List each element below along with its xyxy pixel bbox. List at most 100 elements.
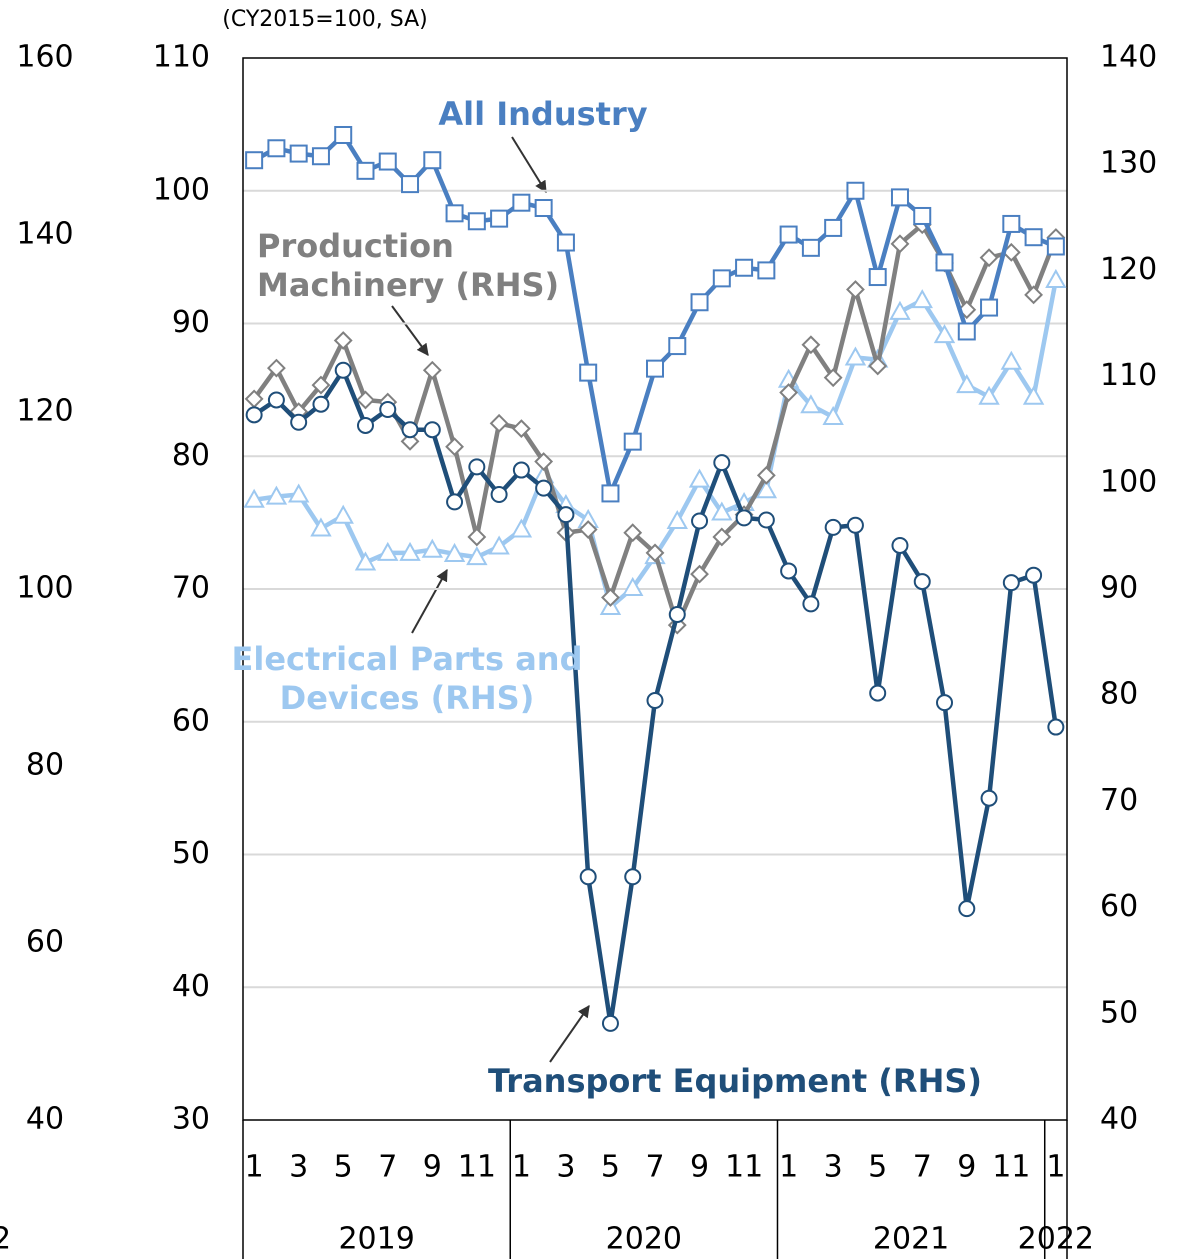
marker xyxy=(980,789,998,807)
x-tick-label: 7 xyxy=(378,1150,397,1185)
marker xyxy=(310,517,332,537)
marker xyxy=(891,536,909,554)
marker xyxy=(356,416,374,434)
y3-tick-label: 80 xyxy=(26,748,64,783)
series-label: Production xyxy=(257,227,454,265)
marker xyxy=(688,468,711,488)
marker xyxy=(957,322,976,341)
marker xyxy=(711,501,733,521)
y2-tick-label: 80 xyxy=(1100,677,1138,712)
annotations xyxy=(391,136,590,1063)
marker xyxy=(467,527,487,547)
marker xyxy=(266,358,286,378)
plot-frame xyxy=(242,57,1068,1121)
y2-tick-label: 50 xyxy=(1100,995,1138,1030)
marker xyxy=(846,516,864,534)
series-label: Transport Equipment (RHS) xyxy=(488,1062,982,1100)
marker xyxy=(400,431,420,451)
marker xyxy=(801,238,820,257)
marker xyxy=(933,324,956,344)
marker xyxy=(267,139,286,158)
year-label: 2022 xyxy=(1018,1222,1094,1257)
marker xyxy=(1024,285,1044,305)
marker xyxy=(868,268,887,287)
marker xyxy=(290,413,308,431)
marker xyxy=(1002,574,1020,592)
y2-tick-label: 110 xyxy=(1100,358,1157,393)
marker xyxy=(601,588,620,607)
marker xyxy=(824,218,843,237)
y-tick-label: 90 xyxy=(172,305,210,340)
y2-tick-label: 70 xyxy=(1100,783,1138,818)
marker xyxy=(779,225,798,244)
arrow xyxy=(511,136,547,194)
x-tick-label: 9 xyxy=(423,1150,442,1185)
marker xyxy=(287,483,310,503)
marker xyxy=(488,535,510,555)
x-tick-label: 11 xyxy=(458,1150,496,1185)
marker xyxy=(512,461,530,479)
marker xyxy=(422,360,442,380)
marker xyxy=(958,900,976,918)
marker xyxy=(379,401,397,419)
marker xyxy=(423,421,441,439)
series-label: Devices (RHS) xyxy=(280,679,535,717)
marker xyxy=(756,465,776,485)
marker xyxy=(757,511,775,529)
marker xyxy=(801,335,821,355)
x-tick-label: 1 xyxy=(245,1150,264,1185)
year-label: 2020 xyxy=(606,1222,682,1257)
marker xyxy=(510,518,533,538)
marker xyxy=(578,520,598,539)
x-tick-label: 5 xyxy=(868,1150,887,1185)
marker xyxy=(622,576,644,596)
marker xyxy=(401,175,420,194)
y3-tick-label: 140 xyxy=(16,217,73,252)
y-tick-label: 110 xyxy=(153,40,210,75)
y-tick-label: 40 xyxy=(172,969,210,1004)
marker xyxy=(378,152,397,171)
marker xyxy=(823,368,843,388)
marker xyxy=(712,527,732,547)
marker xyxy=(534,199,553,218)
marker xyxy=(822,405,844,425)
y2-tick-label: 140 xyxy=(1100,40,1157,75)
marker xyxy=(446,493,464,511)
marker xyxy=(779,383,799,402)
x-tick-label: 11 xyxy=(725,1150,763,1185)
marker xyxy=(1046,237,1065,256)
marker xyxy=(354,551,377,571)
marker xyxy=(844,346,867,366)
y2-tick-label: 100 xyxy=(1100,464,1157,499)
marker xyxy=(557,506,575,524)
arrow xyxy=(549,1005,590,1063)
arrow xyxy=(391,305,429,356)
y2-tick-label: 60 xyxy=(1100,889,1138,924)
marker xyxy=(490,209,509,228)
clipped-label: 2 xyxy=(0,1222,11,1257)
marker xyxy=(890,188,909,207)
marker xyxy=(713,454,731,472)
x-tick-label: 1 xyxy=(1046,1150,1065,1185)
x-tick-label: 3 xyxy=(289,1150,308,1185)
x-tick-label: 7 xyxy=(645,1150,664,1185)
x-tick-label: 3 xyxy=(824,1150,843,1185)
y3-tick-label: 40 xyxy=(26,1102,64,1137)
unit-note: (CY2015=100, SA) xyxy=(222,7,427,32)
x-tick-label: 1 xyxy=(779,1150,798,1185)
marker xyxy=(445,437,464,457)
marker xyxy=(645,543,665,563)
marker xyxy=(534,452,554,471)
marker xyxy=(512,193,531,212)
marker xyxy=(579,868,597,886)
x-tick-label: 5 xyxy=(601,1150,620,1185)
marker xyxy=(245,151,264,170)
x-tick-label: 9 xyxy=(690,1150,709,1185)
y3-tick-label: 120 xyxy=(16,394,73,429)
y-tick-label: 50 xyxy=(172,836,210,871)
marker xyxy=(979,248,999,268)
marker xyxy=(423,151,442,170)
y-tick-label: 30 xyxy=(172,1102,210,1137)
marker xyxy=(757,261,776,280)
